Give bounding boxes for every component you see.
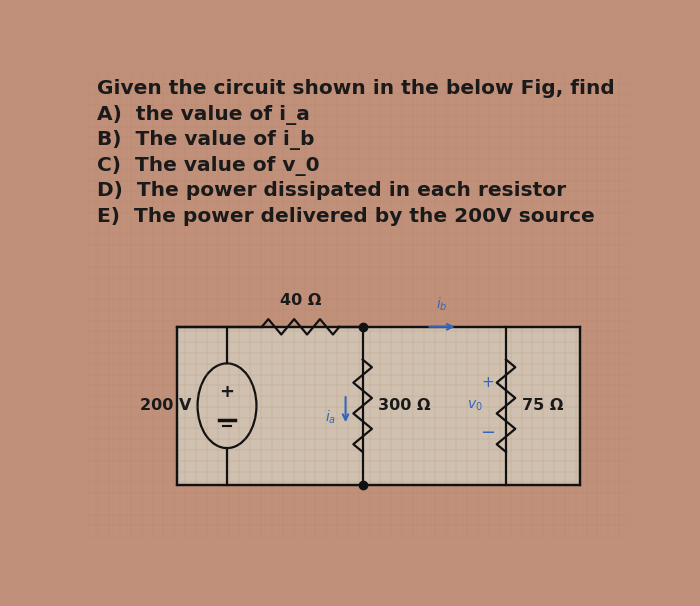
Text: D)  The power dissipated in each resistor: D) The power dissipated in each resistor	[97, 181, 566, 201]
Text: −: −	[480, 424, 495, 442]
Text: 75 Ω: 75 Ω	[522, 398, 563, 413]
Text: $i_b$: $i_b$	[436, 296, 448, 313]
Text: +: +	[481, 375, 493, 390]
Text: 200 V: 200 V	[140, 398, 191, 413]
Text: $v_0$: $v_0$	[467, 399, 483, 413]
Text: A)  the value of i_a: A) the value of i_a	[97, 105, 309, 125]
Bar	[176, 327, 580, 485]
Text: $i_a$: $i_a$	[325, 408, 336, 426]
Text: E)  The power delivered by the 200V source: E) The power delivered by the 200V sourc…	[97, 207, 594, 225]
Text: 300 Ω: 300 Ω	[378, 398, 430, 413]
Text: 40 Ω: 40 Ω	[280, 293, 321, 308]
Text: Given the circuit shown in the below Fig, find: Given the circuit shown in the below Fig…	[97, 79, 615, 98]
Text: +: +	[220, 383, 235, 401]
Text: C)  The value of v_0: C) The value of v_0	[97, 156, 319, 176]
Text: B)  The value of i_b: B) The value of i_b	[97, 130, 314, 150]
